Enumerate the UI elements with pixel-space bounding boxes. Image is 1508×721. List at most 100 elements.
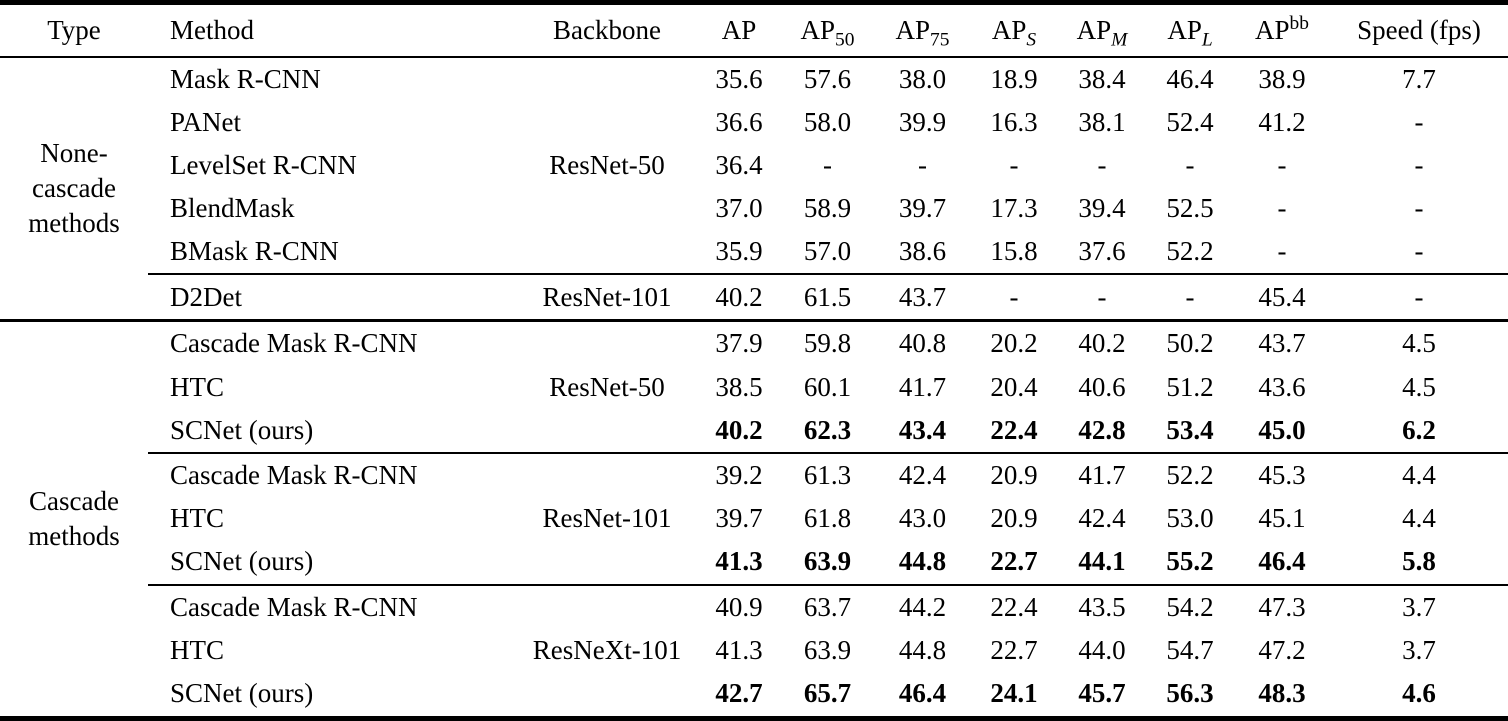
metric-cell: 61.3: [780, 451, 875, 498]
speed-cell: 4.6: [1402, 678, 1436, 709]
metric-cell: 63.9: [803, 546, 852, 577]
metric-cell: 47.3: [1234, 583, 1330, 629]
metric-cell: 44.8: [898, 634, 947, 665]
metric-cell: 45.3: [1234, 451, 1330, 498]
metric-cell: -: [1146, 273, 1234, 321]
metric-cell: 39.4: [1078, 192, 1126, 223]
metric-cell: 43.6: [1258, 371, 1306, 402]
metric-cell: 42.4: [1078, 503, 1126, 534]
metric-cell: 42.7: [715, 678, 763, 709]
metric-cell: 57.6: [803, 63, 852, 94]
metric-cell: 36.4: [715, 149, 763, 180]
backbone-cell: ResNet-101: [516, 451, 698, 585]
metric-cell: 41.3: [715, 546, 763, 577]
metric-cell: 38.6: [898, 235, 947, 266]
metric-cell: 44.0: [1078, 634, 1126, 665]
type-label-line: cascade: [32, 172, 116, 203]
table-row: SCNet (ours) 41.3 63.9 44.8 22.7 44.1 55.2 46.4…: [0, 540, 1508, 584]
metric-cell: 63.7: [780, 583, 875, 629]
metric-cell: -: [1097, 149, 1107, 180]
col-header-ap50-base: AP: [800, 14, 836, 45]
metric-cell: 41.7: [898, 371, 947, 402]
metric-cell: 44.8: [898, 546, 947, 577]
metric-cell: 40.2: [1058, 319, 1146, 366]
col-header-ap: AP: [698, 2, 780, 58]
metric-cell: 42.8: [1078, 414, 1126, 445]
col-header-aps: APS: [970, 2, 1058, 58]
col-header-apm-sub: M: [1111, 29, 1128, 51]
metric-cell: 60.1: [803, 371, 852, 402]
col-header-ap50: AP50: [780, 2, 875, 58]
metric-cell: 41.7: [1058, 451, 1146, 498]
speed-cell: 3.7: [1402, 634, 1436, 665]
metric-cell: 38.0: [898, 63, 947, 94]
col-header-aps-sub: S: [1026, 29, 1037, 51]
method-cell: HTC: [170, 371, 224, 402]
col-header-type: Type: [0, 2, 148, 58]
metric-cell: 62.3: [803, 414, 852, 445]
table-row: D2Det ResNet-101 40.2 61.5 43.7- - -45.4-: [0, 273, 1508, 321]
metric-cell: 17.3: [990, 192, 1038, 223]
speed-cell: 4.5: [1402, 371, 1436, 402]
metric-cell: 65.7: [803, 678, 852, 709]
metric-cell: 40.8: [875, 319, 970, 366]
metric-cell: -: [970, 273, 1058, 321]
metric-cell: 53.0: [1166, 503, 1214, 534]
metric-cell: -: [1277, 235, 1287, 266]
metric-cell: 44.2: [875, 583, 970, 629]
method-cell: HTC: [170, 503, 224, 534]
table-header: Type Method Backbone AP AP50 AP75 APS AP…: [0, 2, 1508, 58]
metric-cell: 40.2: [698, 273, 780, 321]
speed-cell: 6.2: [1402, 414, 1436, 445]
metric-cell: 22.4: [970, 583, 1058, 629]
method-cell: BMask R-CNN: [170, 235, 339, 266]
table-row: HTC 39.7 61.8 43.0 20.9 42.4 53.0 45.1 4.4: [0, 497, 1508, 540]
table-row: LevelSet R-CNN 36.4 - - - - - - -: [0, 144, 1508, 187]
metric-cell: -: [1185, 149, 1195, 180]
col-header-ap75-base: AP: [895, 14, 931, 45]
col-header-apbb-sup: bb: [1289, 12, 1309, 34]
metric-cell: 15.8: [990, 235, 1038, 266]
speed-cell: 4.5: [1330, 319, 1508, 366]
metric-cell: 53.4: [1166, 414, 1214, 445]
metric-cell: 42.4: [875, 451, 970, 498]
metric-cell: 39.7: [898, 192, 947, 223]
metric-cell: 43.7: [1234, 319, 1330, 366]
col-header-backbone: Backbone: [516, 2, 698, 58]
metric-cell: 38.1: [1078, 106, 1126, 137]
metric-cell: 43.7: [875, 273, 970, 321]
metric-cell: 41.2: [1258, 106, 1306, 137]
backbone-cell: ResNet-101: [516, 273, 698, 321]
metric-cell: 37.9: [698, 319, 780, 366]
table-row: PANet 36.6 58.0 39.9 16.3 38.1 52.4 41.2 -: [0, 101, 1508, 144]
backbone-cell: ResNet-50: [516, 319, 698, 453]
metric-cell: 52.5: [1166, 192, 1214, 223]
metric-cell: 45.4: [1234, 273, 1330, 321]
metric-cell: -: [918, 149, 927, 180]
metric-cell: 46.4: [1258, 546, 1306, 577]
method-cell: SCNet (ours): [170, 546, 314, 577]
speed-cell: -: [1414, 106, 1424, 137]
table-row: BlendMask 37.0 58.9 39.7 17.3 39.4 52.5 - -: [0, 187, 1508, 230]
metric-cell: 18.9: [990, 63, 1038, 94]
metric-cell: 54.7: [1166, 634, 1214, 665]
backbone-cell: ResNeXt-101: [516, 583, 698, 719]
table-row: SCNet (ours) 42.7 65.7 46.4 24.1 45.7 56.3 48.3…: [0, 672, 1508, 719]
speed-cell: -: [1330, 273, 1508, 321]
table-row: BMask R-CNN 35.9 57.0 38.6 15.8 37.6 52.2 - -: [0, 230, 1508, 274]
metric-cell: 35.6: [715, 63, 763, 94]
col-header-apm-base: AP: [1076, 14, 1112, 45]
metric-cell: 24.1: [990, 678, 1038, 709]
metric-cell: 45.7: [1078, 678, 1126, 709]
table-row: HTC 41.3 63.9 44.8 22.7 44.0 54.7 47.2 3.7: [0, 629, 1508, 672]
metric-cell: 48.3: [1258, 678, 1306, 709]
metric-cell: 51.2: [1166, 371, 1214, 402]
method-cell: Cascade Mask R-CNN: [148, 583, 516, 629]
metric-cell: 43.0: [898, 503, 947, 534]
metric-cell: 56.3: [1166, 678, 1214, 709]
metric-cell: 43.5: [1058, 583, 1146, 629]
metric-cell: 39.2: [698, 451, 780, 498]
table-row: None-cascade methods Mask R-CNN ResNet-50 35…: [0, 57, 1508, 238]
method-cell: SCNet (ours): [170, 414, 314, 445]
